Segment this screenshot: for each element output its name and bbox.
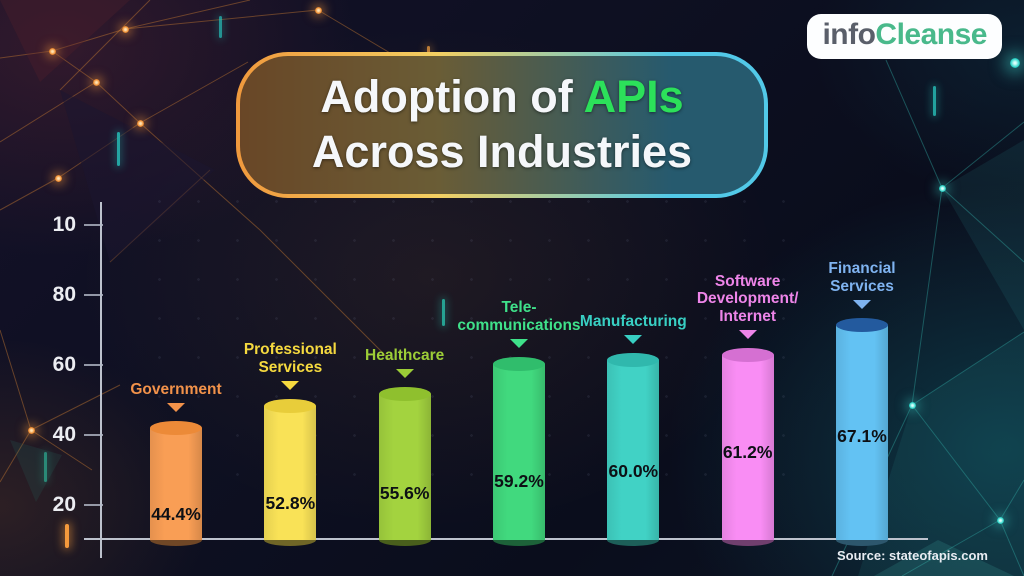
bar-top-ellipse <box>264 399 317 413</box>
glow-dash-icon <box>117 132 120 166</box>
y-tick-mark <box>84 294 103 296</box>
title-line1-highlight: APIs <box>583 71 684 123</box>
page-title: Adoption of APIs Across Industries <box>240 56 764 194</box>
bar-body <box>264 406 317 540</box>
y-tick-label: 60 <box>52 353 76 376</box>
infocleanse-logo: infoCleanse <box>807 14 1002 59</box>
bar-body <box>607 360 660 540</box>
y-tick-mark <box>84 434 103 436</box>
title-box: Adoption of APIs Across Industries <box>236 52 768 198</box>
arrow-down-icon <box>738 330 757 339</box>
bar-value-label: 55.6% <box>379 483 430 503</box>
bar-category-label-line: Healthcare <box>365 347 445 365</box>
bar-top-ellipse <box>835 318 888 332</box>
y-tick-label: 10 <box>52 213 76 236</box>
glow-dash-icon <box>442 299 445 326</box>
bar-top-ellipse <box>492 357 545 371</box>
glow-dash-icon <box>44 452 47 482</box>
title-line-1: Adoption of APIs <box>320 70 683 125</box>
arrow-down-icon <box>281 381 300 390</box>
title-line-2: Across Industries <box>311 126 693 177</box>
bar-category-label: Healthcare <box>315 347 495 378</box>
bar-top-ellipse <box>721 348 774 362</box>
arrow-down-icon <box>852 300 871 309</box>
background-dot-grid <box>140 182 800 477</box>
bar-body <box>150 428 202 540</box>
bar-cylinder <box>150 421 202 546</box>
bar-category-label: Professional Services <box>200 341 380 390</box>
source-note: Source: stateofapis.com <box>837 548 988 563</box>
bar-body <box>721 355 774 540</box>
y-tick-label: 40 <box>52 423 76 446</box>
bar-value-label: 59.2% <box>494 471 544 491</box>
glow-dash-icon <box>933 86 936 116</box>
glow-node-icon <box>28 427 35 434</box>
bar-category-label: Financial Services <box>772 260 952 309</box>
bar-category-label: Manufacturing <box>543 313 723 344</box>
y-tick-label: 20 <box>52 493 76 516</box>
arrow-down-icon <box>624 335 643 344</box>
bar-category-label-line: Tele- <box>501 299 537 317</box>
bar-top-ellipse <box>378 387 431 401</box>
y-axis-line <box>100 202 102 558</box>
logo-text-cleanse: Cleanse <box>875 18 987 51</box>
bar-body <box>378 394 431 540</box>
glow-node-icon <box>55 175 62 182</box>
glow-dash-icon <box>219 16 222 38</box>
glow-node-icon <box>137 120 144 127</box>
bar-body <box>492 364 545 540</box>
bar-cylinder <box>835 318 888 546</box>
bar-category-label-line: Financial <box>828 260 896 278</box>
arrow-down-icon <box>509 339 528 348</box>
bar-category-label: Government <box>86 381 266 412</box>
bar-value-label: 44.4% <box>151 504 201 524</box>
bar-category-label-line: communications <box>457 317 581 335</box>
bar-cylinder <box>607 353 660 546</box>
bar-top-ellipse <box>150 421 202 435</box>
bar-category-label-line: Services <box>258 359 323 377</box>
glow-node-icon <box>997 517 1004 524</box>
glow-node-icon <box>315 7 322 14</box>
y-tick-mark <box>84 364 103 366</box>
bar-cylinder <box>721 348 774 546</box>
bar-value-label: 61.2% <box>722 442 773 462</box>
bar-top-ellipse <box>607 353 660 367</box>
y-tick-label: 80 <box>52 283 76 306</box>
y-tick-mark <box>84 504 103 506</box>
bar-cylinder <box>378 387 431 546</box>
title-line1-white: Adoption of <box>320 71 573 123</box>
bar-cylinder <box>492 357 545 546</box>
glow-node-icon <box>1010 58 1020 68</box>
bar-category-label-line: Internet <box>719 308 777 326</box>
bar-category-label-line: Manufacturing <box>579 313 687 331</box>
bar-category-label-line: Software <box>714 272 781 290</box>
bar-category-label: Software Development/Internet <box>658 273 838 339</box>
bar-category-label-line: Professional <box>243 341 337 359</box>
bar-cylinder <box>264 399 317 546</box>
bar-body <box>835 325 888 540</box>
bar-value-label: 60.0% <box>608 461 659 481</box>
arrow-down-icon <box>167 403 185 412</box>
arrow-down-icon <box>395 369 414 378</box>
bar-value-label: 52.8% <box>265 493 316 513</box>
logo-text-info: info <box>822 18 876 51</box>
y-tick-mark <box>84 224 103 226</box>
glow-node-icon <box>93 79 100 86</box>
glow-dash-icon <box>65 524 69 548</box>
bar-category-label-line: Development/ <box>696 290 799 308</box>
bar-category-label: Tele-communications <box>429 299 609 348</box>
glow-node-icon <box>49 48 56 55</box>
bar-category-label-line: Government <box>130 381 222 399</box>
glow-node-icon <box>939 185 946 192</box>
bar-value-label: 67.1% <box>837 426 887 446</box>
bar-category-label-line: Services <box>830 278 894 296</box>
glow-node-icon <box>909 402 916 409</box>
glow-node-icon <box>122 26 129 33</box>
